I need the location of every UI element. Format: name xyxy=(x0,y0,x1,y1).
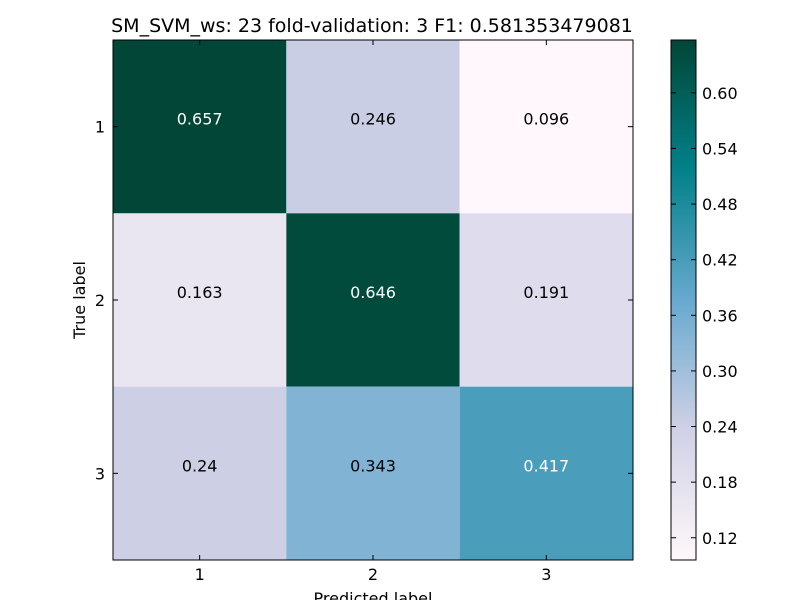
heatmap-cell-labels: 0.657 0.246 0.096 0.163 0.646 0.191 0.24 0.343 0… xyxy=(177,110,569,476)
colorbar-tick-label: 0.18 xyxy=(702,473,738,492)
x-axis-label: Predicted label xyxy=(314,589,433,600)
cell-value-label: 0.191 xyxy=(523,283,569,302)
colorbar-tick-label: 0.54 xyxy=(702,139,738,158)
colorbar-tick-label: 0.42 xyxy=(702,251,738,270)
x-tick-label: 3 xyxy=(541,565,551,584)
cell-value-label: 0.646 xyxy=(350,283,396,302)
colorbar-tick-label: 0.36 xyxy=(702,306,738,325)
cell-value-label: 0.246 xyxy=(350,110,396,129)
heatmap-cells xyxy=(113,40,633,560)
heatmap-cell xyxy=(113,40,287,214)
cell-value-label: 0.343 xyxy=(350,456,396,475)
colorbar-tick-label: 0.48 xyxy=(702,195,738,214)
colorbar: 0.12 0.18 0.24 0.30 0.36 0.42 0.48 0.54 0.60 xyxy=(670,39,738,561)
x-tick-label: 1 xyxy=(195,565,205,584)
heatmap-cell xyxy=(286,386,460,560)
cell-value-label: 0.096 xyxy=(523,110,569,129)
x-tick-label: 2 xyxy=(368,565,378,584)
x-axis-ticks: 1 2 3 xyxy=(195,40,551,584)
colorbar-tick-label: 0.12 xyxy=(702,529,738,548)
cell-value-label: 0.417 xyxy=(523,456,569,475)
colorbar-tick-label: 0.30 xyxy=(702,362,738,381)
colorbar-gradient xyxy=(670,39,697,561)
colorbar-tick-label: 0.24 xyxy=(702,418,738,437)
y-tick-label: 1 xyxy=(95,118,105,137)
y-axis-ticks: 1 2 3 xyxy=(95,118,633,483)
y-axis-label: True label xyxy=(70,261,89,340)
heatmap-cell xyxy=(286,213,460,387)
heatmap-cell xyxy=(113,386,287,560)
cell-value-label: 0.24 xyxy=(182,456,218,475)
heatmap-cell xyxy=(286,40,460,214)
cell-value-label: 0.657 xyxy=(177,110,223,129)
cell-value-label: 0.163 xyxy=(177,283,223,302)
y-tick-label: 2 xyxy=(95,291,105,310)
colorbar-ticks: 0.12 0.18 0.24 0.30 0.36 0.42 0.48 0.54 0.60 xyxy=(671,84,738,548)
y-tick-label: 3 xyxy=(95,464,105,483)
heatmap-cell xyxy=(459,386,633,560)
chart-title: SM_SVM_ws: 23 fold-validation: 3 F1: 0.5… xyxy=(111,15,633,37)
heatmap-cell xyxy=(459,213,633,387)
colorbar-tick-label: 0.60 xyxy=(702,84,738,103)
heatmap-cell xyxy=(113,213,287,387)
heatmap-cell xyxy=(459,40,633,214)
